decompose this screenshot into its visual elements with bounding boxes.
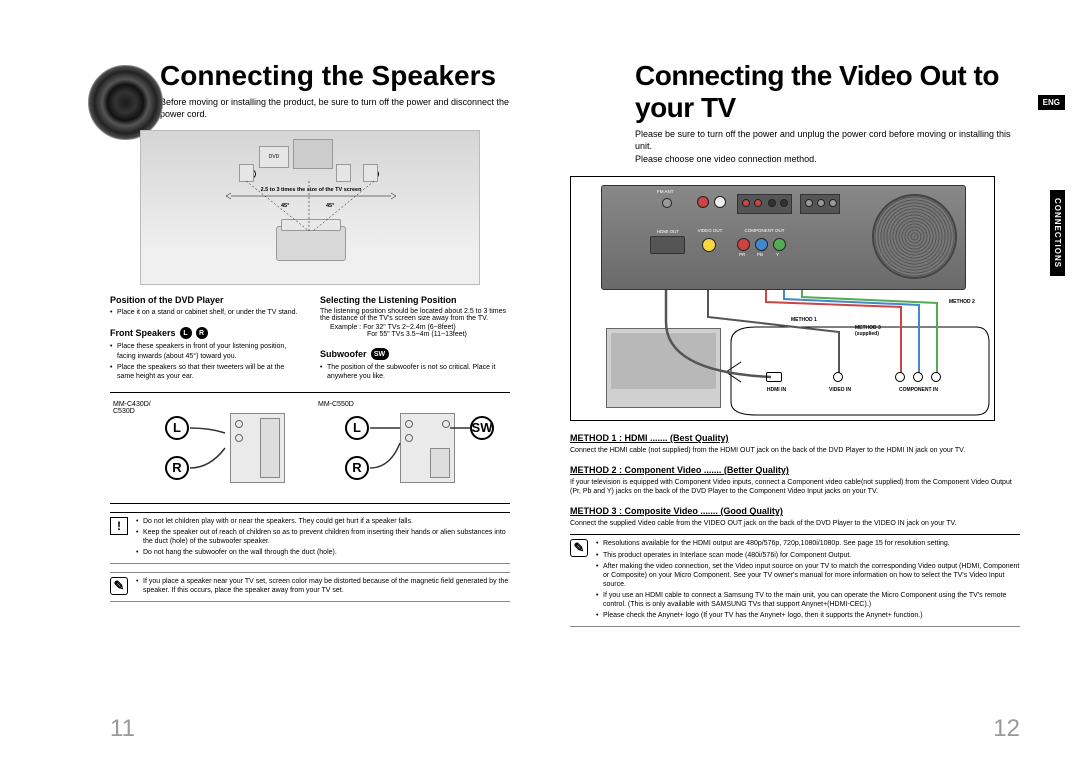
intro-text: Please choose one video connection metho…: [570, 154, 1020, 166]
exclamation-icon: !: [110, 517, 128, 535]
angle-left-label: 45°: [281, 203, 289, 209]
dvd-unit-label: DVD: [269, 154, 280, 160]
pencil-icon: [110, 577, 128, 595]
method2-heading: METHOD 2 : Component Video ....... (Bett…: [570, 465, 1020, 475]
jack-label: HDMI IN: [764, 387, 789, 393]
method3-heading: METHOD 3 : Composite Video ....... (Good…: [570, 506, 1020, 516]
video-jack-icon: [833, 372, 843, 382]
position-bullet: Place it on a stand or cabinet shelf, or…: [110, 308, 300, 317]
badge-r-icon: R: [196, 327, 208, 339]
warning-bullet: Do not let children play with or near th…: [136, 517, 510, 526]
page-number: 12: [993, 715, 1020, 743]
method-tag: METHOD 1: [791, 317, 817, 323]
jack-label: VIDEO IN: [829, 387, 851, 393]
method-tag: METHOD 2: [949, 299, 975, 305]
tip-bullet: This product operates in Interlace scan …: [596, 551, 1020, 560]
subwoofer-bullet: The position of the subwoofer is not so …: [320, 363, 510, 381]
position-heading: Position of the DVD Player: [110, 295, 300, 305]
section-tab: CONNECTIONS: [1050, 190, 1065, 276]
tip-bullet: If you use an HDMI cable to connect a Sa…: [596, 591, 1020, 609]
method3-body: Connect the supplied Video cable from th…: [570, 519, 1020, 528]
component-jack-icon: [913, 372, 923, 382]
badge-l-icon: L: [180, 327, 192, 339]
front-bullet: Place these speakers in front of your li…: [110, 342, 300, 360]
method-tag: METHOD 3 (supplied): [855, 325, 890, 337]
method1-heading: METHOD 1 : HDMI ....... (Best Quality): [570, 433, 1020, 443]
page-number: 11: [110, 715, 135, 743]
tip-bullet: Please check the Anynet+ logo (If your T…: [596, 611, 1020, 620]
language-badge: ENG: [1038, 95, 1065, 110]
badge-sw-icon: SW: [371, 348, 389, 360]
placement-diagram: DVD L SW R 2.5 to 3 times the size of th…: [140, 130, 480, 285]
page-title: Connecting the Speakers: [110, 60, 510, 92]
component-jack-icon: [895, 372, 905, 382]
subwoofer-heading: Subwoofer SW: [320, 348, 510, 360]
method2-body: If your television is equipped with Comp…: [570, 478, 1020, 496]
front-speakers-heading: Front Speakers L R: [110, 327, 300, 339]
listening-example: For 55" TVs 3.5~4m (11~13feet): [320, 331, 510, 338]
tip-bullet: If you place a speaker near your TV set,…: [136, 577, 510, 595]
listening-example: Example : For 32" TVs 2~2.4m (6~8feet): [320, 324, 510, 331]
tip-note: If you place a speaker near your TV set,…: [110, 572, 510, 602]
tips-note: Resolutions available for the HDMI outpu…: [570, 534, 1020, 627]
tip-bullet: After making the video connection, set t…: [596, 562, 1020, 589]
wiring-diagram-row: MM-C430D/ C530D L R MM-C550D L R SW: [110, 392, 510, 504]
page-title: Connecting the Video Out to your TV: [570, 60, 1020, 124]
front-bullet: Place the speakers so that their tweeter…: [110, 363, 300, 381]
intro-text: Please be sure to turn off the power and…: [570, 129, 1020, 152]
warning-bullet: Do not hang the subwoofer on the wall th…: [136, 548, 510, 557]
listening-body: The listening position should be located…: [320, 308, 510, 322]
angle-right-label: 45°: [326, 203, 334, 209]
jack-label: COMPONENT IN: [891, 387, 946, 393]
distance-label: 2.5 to 3 times the size of the TV screen: [236, 187, 386, 193]
method1-body: Connect the HDMI cable (not supplied) fr…: [570, 446, 1020, 455]
warning-bullet: Keep the speaker out of reach of childre…: [136, 528, 510, 546]
hdmi-jack-icon: [766, 372, 782, 382]
connection-diagram: FM ANT HDMI OUT: [570, 176, 995, 421]
tip-bullet: Resolutions available for the HDMI outpu…: [596, 539, 1020, 548]
intro-text: Before moving or installing the product,…: [110, 97, 510, 120]
component-jack-icon: [931, 372, 941, 382]
pencil-icon: [570, 539, 588, 557]
listening-heading: Selecting the Listening Position: [320, 295, 510, 305]
speaker-cone-icon: [88, 65, 163, 140]
warning-note: ! Do not let children play with or near …: [110, 512, 510, 564]
